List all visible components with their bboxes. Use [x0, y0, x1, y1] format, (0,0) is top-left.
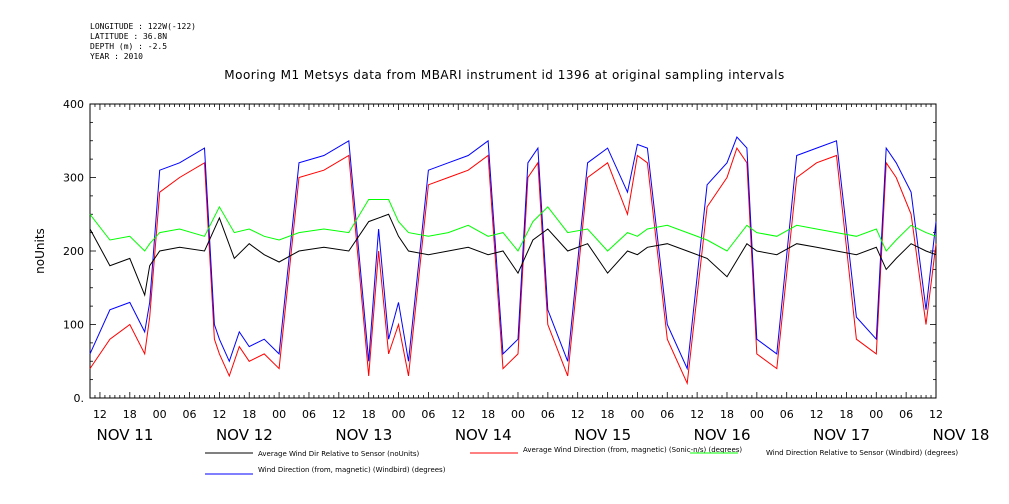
longitude-text: LONGITUDE : 122W(-122) — [90, 22, 196, 31]
x-tick-label: 00 — [511, 408, 525, 421]
x-tick-label: 18 — [362, 408, 376, 421]
x-tick-label: 06 — [780, 408, 794, 421]
series-line — [89, 136, 937, 371]
x-day-label: NOV 17 — [813, 426, 870, 444]
series-line — [89, 146, 937, 386]
x-tick-label: 18 — [839, 408, 853, 421]
legend-label: Wind Direction (from, magnetic) (Windbir… — [258, 466, 446, 474]
x-day-label: NOV 16 — [694, 426, 751, 444]
x-tick-label: 12 — [212, 408, 226, 421]
x-day-label: NOV 14 — [455, 426, 512, 444]
x-day-label: NOV 18 — [933, 426, 990, 444]
axis-ticks — [89, 103, 937, 399]
y-axis-label: noUnits — [33, 228, 47, 274]
y-tick-label: 200 — [63, 245, 84, 258]
legend: Average Wind Dir Relative to Sensor (noU… — [205, 446, 958, 475]
x-tick-label: 06 — [660, 408, 674, 421]
series-line — [89, 213, 937, 297]
x-tick-label: 12 — [93, 408, 107, 421]
x-tick-label: 00 — [630, 408, 644, 421]
axis-labels: 12 18 00 06 12 18 00 06 12 18 00 06 12 18 00 06 12 18 00 06… — [63, 98, 989, 444]
x-tick-label: 18 — [720, 408, 734, 421]
x-tick-label: 12 — [451, 408, 465, 421]
x-tick-label: 12 — [571, 408, 585, 421]
x-tick-label: 18 — [481, 408, 495, 421]
y-tick-label: 400 — [63, 98, 84, 111]
series-line — [89, 199, 937, 252]
y-tick-label: 300 — [63, 172, 84, 185]
x-tick-label: 00 — [392, 408, 406, 421]
x-tick-label: 00 — [272, 408, 286, 421]
plot-frame — [89, 103, 937, 399]
x-tick-label: 18 — [242, 408, 256, 421]
legend-label: Average Wind Dir Relative to Sensor (noU… — [258, 450, 419, 458]
x-tick-label: 06 — [541, 408, 555, 421]
x-tick-label: 12 — [810, 408, 824, 421]
y-tick-label: 0. — [74, 392, 85, 405]
x-tick-label: 12 — [332, 408, 346, 421]
series-lines — [89, 136, 937, 386]
x-tick-label: 18 — [123, 408, 137, 421]
x-tick-label: 06 — [421, 408, 435, 421]
x-tick-label: 00 — [153, 408, 167, 421]
x-tick-label: 12 — [690, 408, 704, 421]
legend-label: Average Wind Direction (from, magnetic) … — [523, 446, 742, 454]
x-tick-label: 00 — [869, 408, 883, 421]
x-day-label: NOV 15 — [574, 426, 631, 444]
metadata-block: LONGITUDE : 122W(-122) LATITUDE : 36.8N … — [90, 22, 196, 62]
x-tick-label: 00 — [750, 408, 764, 421]
x-tick-label: 06 — [302, 408, 316, 421]
x-tick-label: 06 — [183, 408, 197, 421]
depth-text: DEPTH (m) : -2.5 — [90, 42, 168, 51]
x-tick-label: 18 — [601, 408, 615, 421]
x-tick-label: 12 — [929, 408, 943, 421]
x-day-label: NOV 13 — [335, 426, 392, 444]
y-tick-label: 100 — [63, 319, 84, 332]
x-day-label: NOV 12 — [216, 426, 273, 444]
x-tick-label: 06 — [899, 408, 913, 421]
year-text: YEAR : 2010 — [90, 52, 143, 61]
chart-title: Mooring M1 Metsys data from MBARI instru… — [224, 68, 785, 82]
x-day-label: NOV 11 — [97, 426, 154, 444]
legend-label: Wind Direction Relative to Sensor (Windb… — [766, 449, 958, 457]
latitude-text: LATITUDE : 36.8N — [90, 32, 168, 41]
